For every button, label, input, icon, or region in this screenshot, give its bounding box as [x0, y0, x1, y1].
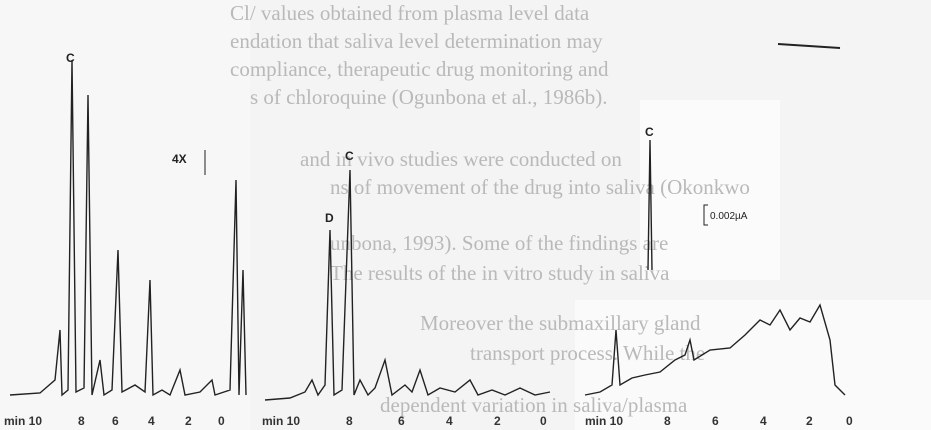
axis-label: 8: [346, 414, 353, 428]
axis-label: 2: [494, 414, 501, 428]
peak-label: C: [345, 149, 354, 163]
bleed-text: and in vivo studies were conducted on: [300, 147, 622, 171]
axis-label: 4: [148, 414, 155, 428]
panel-bg: [575, 300, 931, 430]
axis-label: 2: [185, 414, 192, 428]
bleed-text: dependent variation in saliva/plasma: [380, 393, 688, 417]
scale-bracket: [703, 204, 708, 226]
peak-label: D: [325, 211, 334, 225]
bleed-text: endation that saliva level determination…: [230, 29, 603, 53]
bleed-text: ns of movement of the drug into saliva (…: [330, 175, 750, 199]
panel-bg: [0, 0, 250, 430]
axis-label: 2: [806, 414, 813, 428]
bleed-text: s of chloroquine (Ogunbona et al., 1986b…: [250, 85, 608, 109]
chromatogram-trace: [264, 169, 551, 401]
axis-label: 8: [78, 414, 85, 428]
chromatogram-trace: [584, 303, 846, 396]
peak-label: C: [66, 51, 75, 65]
axis-label: 0: [540, 414, 547, 428]
axis-label: 4: [760, 414, 767, 428]
bleed-text: unbona, 1993). Some of the findings are: [330, 231, 668, 255]
scale-label: 0.002µA: [710, 211, 748, 222]
axis-label: 8: [664, 414, 671, 428]
axis-label: min 10: [585, 414, 623, 428]
peak-label: C: [645, 125, 654, 139]
peak-label: 4X: [172, 152, 187, 166]
axis-label: 6: [112, 414, 119, 428]
bleed-text: Cl/ values obtained from plasma level da…: [230, 1, 590, 25]
scan-mark: [777, 43, 841, 49]
bleed-text: Moreover the submaxillary gland: [420, 311, 701, 335]
bleed-text: transport process. While the: [470, 341, 705, 365]
axis-label: 6: [712, 414, 719, 428]
axis-label: 0: [846, 414, 853, 428]
chromatogram-trace: [647, 139, 653, 271]
bleed-text: The results of the in vitro study in sal…: [330, 261, 670, 285]
axis-label: 6: [398, 414, 405, 428]
bleed-text: compliance, therapeutic drug monitoring …: [230, 57, 609, 81]
axis-label: min 10: [4, 414, 42, 428]
axis-label: min 10: [262, 414, 300, 428]
chromatogram-trace: [9, 59, 247, 397]
axis-label: 0: [218, 414, 225, 428]
axis-label: 4: [446, 414, 453, 428]
panel-bg: [640, 100, 780, 280]
